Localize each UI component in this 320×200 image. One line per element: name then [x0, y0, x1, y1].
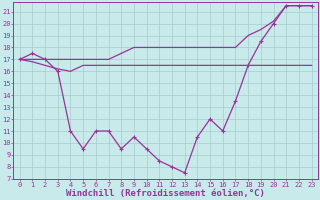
X-axis label: Windchill (Refroidissement éolien,°C): Windchill (Refroidissement éolien,°C) — [66, 189, 265, 198]
